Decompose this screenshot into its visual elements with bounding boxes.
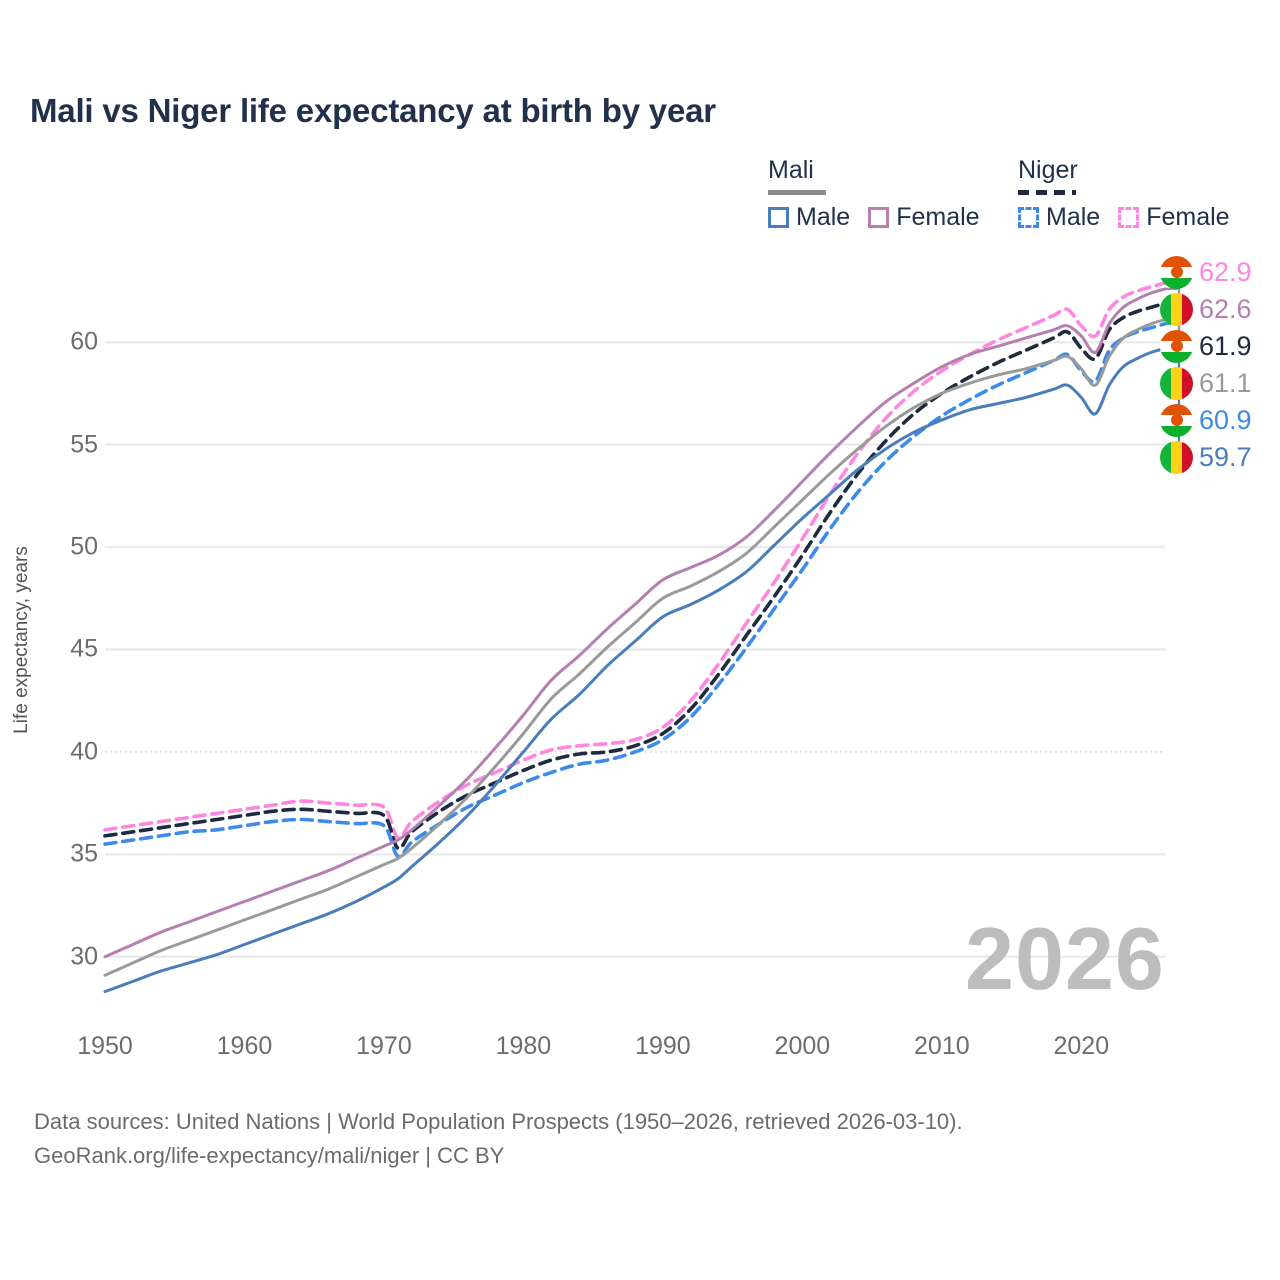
page-title: Mali vs Niger life expectancy at birth b… xyxy=(30,92,716,129)
series-line xyxy=(103,322,1167,859)
end-label: 62.9 xyxy=(1160,254,1252,290)
legend-item-niger-male[interactable]: Male xyxy=(1018,205,1100,230)
footer-line-attribution: GeoRank.org/life-expectancy/mali/niger |… xyxy=(34,1143,505,1169)
y-axis-tick-label: 60 xyxy=(70,327,98,356)
y-axis-tick-label: 55 xyxy=(70,430,98,459)
end-label-value: 59.7 xyxy=(1199,441,1252,472)
legend-group-mali: Mali Male Female xyxy=(768,158,980,230)
legend-item-mali-female[interactable]: Female xyxy=(868,203,980,231)
end-label-value: 62.6 xyxy=(1199,293,1252,324)
end-label: 60.9 xyxy=(1160,402,1252,438)
mali-flag-icon xyxy=(1160,292,1193,326)
x-axis-tick-label: 1950 xyxy=(77,1032,133,1060)
niger-flag-icon xyxy=(1160,255,1193,289)
series-line xyxy=(103,287,1167,959)
mali-flag-icon xyxy=(1160,440,1193,474)
y-axis-tick-label: 45 xyxy=(70,634,98,663)
legend-rule-mali xyxy=(768,190,826,195)
chart-legend: Mali Male Female Niger Male xyxy=(760,158,1260,240)
end-label-value: 61.1 xyxy=(1199,367,1252,398)
square-outline-icon xyxy=(868,207,890,228)
square-outline-dashed-icon xyxy=(1118,207,1140,228)
series-line xyxy=(103,318,1167,977)
legend-country-mali: Mali xyxy=(768,156,814,184)
footer-line-sources: Data sources: United Nations | World Pop… xyxy=(34,1109,963,1134)
legend-label-mali-male: Male xyxy=(796,203,851,231)
x-axis-tick-label: 2010 xyxy=(914,1032,970,1060)
y-axis-tick-label: 50 xyxy=(70,532,98,561)
end-label-value: 61.9 xyxy=(1199,330,1252,361)
series-line xyxy=(103,346,1167,994)
year-watermark: 2026 xyxy=(965,909,1165,1008)
x-axis-tick-label: 1980 xyxy=(495,1032,552,1060)
x-axis-tick-label: 1960 xyxy=(216,1032,273,1060)
x-axis-tick-label: 1970 xyxy=(356,1032,412,1060)
end-label-value: 62.9 xyxy=(1199,256,1252,287)
legend-rule-niger xyxy=(1018,190,1076,195)
legend-label-mali-female: Female xyxy=(896,203,980,231)
x-axis-tick-label: 2020 xyxy=(1053,1032,1110,1060)
niger-flag-icon xyxy=(1160,329,1193,363)
series-line xyxy=(103,301,1167,851)
legend-item-niger-female[interactable]: Female xyxy=(1118,203,1230,231)
x-axis-tick-label: 2000 xyxy=(774,1032,831,1060)
footer: Data sources: United Nations | World Pop… xyxy=(34,1105,963,1173)
end-label: 61.1 xyxy=(1160,365,1252,401)
end-label: 61.9 xyxy=(1160,328,1252,364)
legend-group-niger: Niger Male Female xyxy=(1018,158,1230,230)
legend-country-niger: Niger xyxy=(1018,156,1078,184)
end-label: 62.6 xyxy=(1160,291,1252,327)
niger-flag-icon xyxy=(1160,403,1193,437)
y-axis-tick-label: 30 xyxy=(70,942,98,971)
x-axis-tick-label: 1990 xyxy=(635,1032,691,1060)
legend-item-mali-male[interactable]: Male xyxy=(768,205,850,230)
square-outline-dashed-icon xyxy=(1018,207,1039,228)
legend-label-niger-female: Female xyxy=(1146,203,1230,231)
series-line xyxy=(103,281,1167,841)
y-axis-tick-label: 40 xyxy=(70,737,98,766)
mali-flag-icon xyxy=(1160,366,1193,400)
legend-label-niger-male: Male xyxy=(1046,203,1101,231)
square-outline-icon xyxy=(768,207,789,228)
y-axis-tick-label: 35 xyxy=(70,839,98,868)
end-label: 59.7 xyxy=(1160,439,1252,475)
end-label-value: 60.9 xyxy=(1199,404,1252,435)
